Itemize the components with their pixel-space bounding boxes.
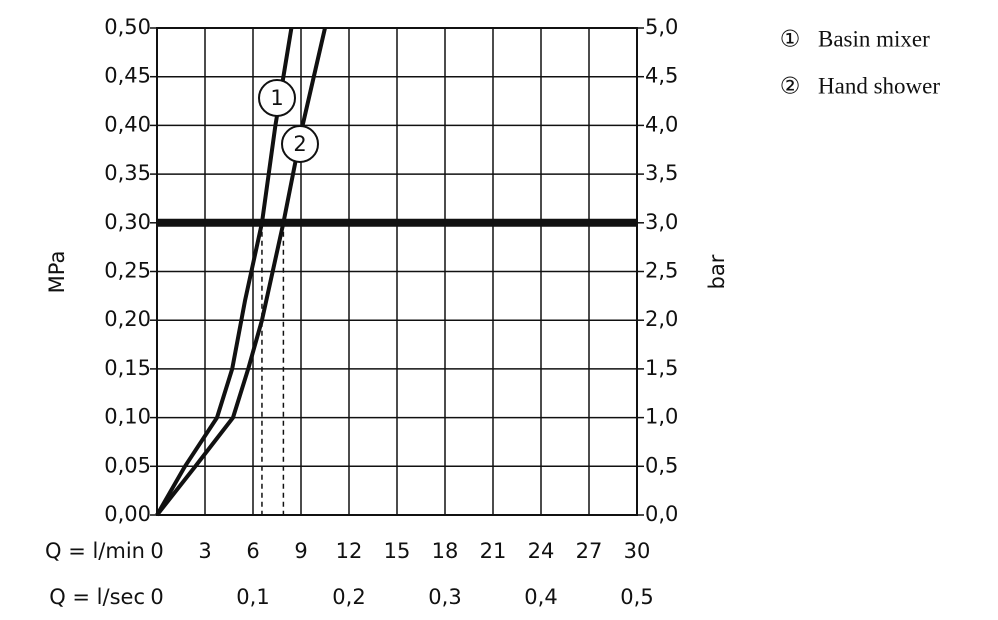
x-tick-label: 21 [480, 539, 507, 563]
x-tick-label: 6 [246, 539, 259, 563]
y2-tick-label: 3,5 [645, 161, 678, 185]
x-tick-label: 12 [336, 539, 363, 563]
curve-label-circle [258, 79, 296, 117]
y2-tick-label: 1,0 [645, 405, 678, 429]
x2-tick-label: 0,1 [236, 585, 269, 609]
x2-tick-label: 0,2 [332, 585, 365, 609]
x2-tick-label: 0 [150, 585, 163, 609]
curve-label-circle [281, 125, 319, 163]
x2-tick-label: 0,4 [524, 585, 557, 609]
curve-label: 2 [293, 132, 306, 156]
x2-tick-label: 0,5 [620, 585, 653, 609]
y-tick-label: 0,35 [104, 161, 151, 185]
y-tick-label: 0,25 [104, 259, 151, 283]
x-axis-label: Q = l/min [45, 539, 145, 563]
series-line [155, 27, 294, 516]
x2-axis-label: Q = l/sec [49, 585, 145, 609]
y-tick-label: 0,30 [104, 210, 151, 234]
legend-marker: ① [780, 26, 801, 51]
y-tick-label: 0,50 [104, 15, 151, 39]
y-tick-label: 0,40 [104, 112, 151, 136]
y-tick-label: 0,15 [104, 356, 151, 380]
y2-tick-label: 3,0 [645, 210, 678, 234]
x-tick-label: 15 [384, 539, 411, 563]
x-tick-label: 0 [150, 539, 163, 563]
y2-axis-label: bar [705, 254, 729, 289]
y2-tick-label: 0,5 [645, 453, 678, 477]
legend-marker: ② [780, 73, 801, 98]
y-tick-label: 0,00 [104, 502, 151, 526]
y2-tick-label: 2,5 [645, 259, 678, 283]
y2-tick-label: 4,0 [645, 112, 678, 136]
x-tick-label: 24 [528, 539, 555, 563]
x-tick-label: 9 [294, 539, 307, 563]
y-tick-label: 0,45 [104, 64, 151, 88]
curve-label: 1 [270, 86, 283, 110]
y-axis-label: MPa [45, 251, 69, 294]
x-tick-label: 18 [432, 539, 459, 563]
y2-tick-label: 1,5 [645, 356, 678, 380]
y-tick-label: 0,10 [104, 405, 151, 429]
y2-tick-label: 5,0 [645, 15, 678, 39]
x-tick-label: 30 [624, 539, 651, 563]
x2-tick-label: 0,3 [428, 585, 461, 609]
plot-frame [156, 27, 638, 516]
y2-tick-label: 4,5 [645, 64, 678, 88]
legend-label: Hand shower [818, 73, 940, 98]
legend-label: Basin mixer [818, 26, 930, 51]
x-tick-label: 3 [198, 539, 211, 563]
y2-tick-label: 2,0 [645, 307, 678, 331]
y-tick-label: 0,05 [104, 453, 151, 477]
y2-tick-label: 0,0 [645, 502, 678, 526]
y-tick-label: 0,20 [104, 307, 151, 331]
x-tick-label: 27 [576, 539, 603, 563]
